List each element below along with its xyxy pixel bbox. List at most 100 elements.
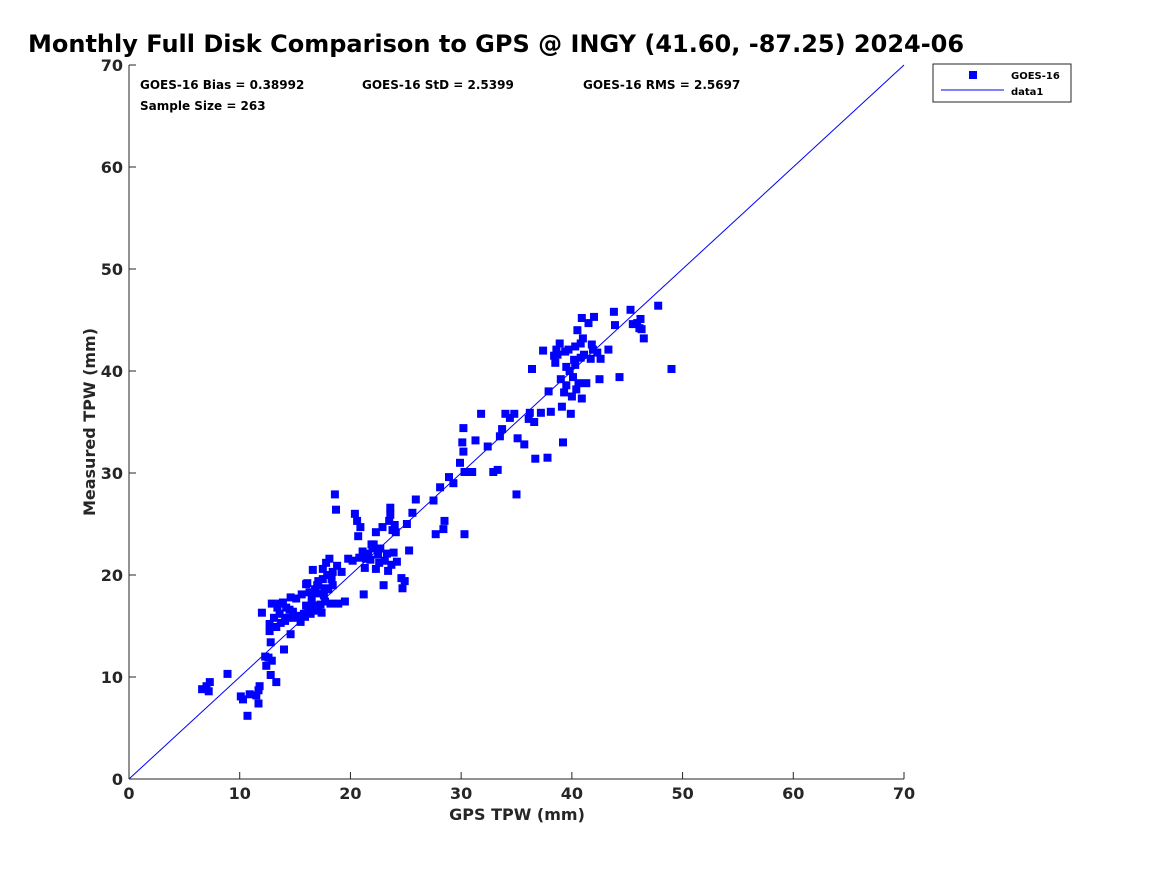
data-point-34 <box>283 613 292 622</box>
data-point-126 <box>431 530 440 539</box>
y-tick-labels: 0 10 20 30 40 50 60 70 <box>101 56 123 789</box>
data-point-56 <box>311 585 319 594</box>
data-point-6 <box>239 695 247 704</box>
data-point-28 <box>275 609 284 618</box>
plot-area <box>128 64 905 780</box>
data-point-63 <box>317 608 326 617</box>
data-point-121 <box>402 520 411 528</box>
data-point-100 <box>371 564 380 573</box>
data-point-53 <box>307 592 316 601</box>
data-point-151 <box>520 440 529 449</box>
data-point-187 <box>577 314 586 322</box>
data-point-209 <box>637 325 646 334</box>
data-point-18 <box>267 656 276 665</box>
chart-title: Monthly Full Disk Comparison to GPS @ IN… <box>28 30 964 58</box>
data-point-75 <box>328 567 337 576</box>
data-point-190 <box>580 350 588 359</box>
data-point-172 <box>562 362 571 371</box>
data-point-196 <box>590 312 598 321</box>
data-point-2 <box>205 678 214 687</box>
stat-rms: GOES-16 RMS = 2.5697 <box>583 78 740 92</box>
x-tick-label-20: 20 <box>339 784 361 803</box>
data-point-89 <box>356 523 365 532</box>
data-point-60 <box>314 577 323 586</box>
data-point-129 <box>440 516 449 525</box>
data-point-95 <box>366 555 375 564</box>
data-point-101 <box>374 550 383 559</box>
data-point-205 <box>628 320 637 329</box>
data-point-102 <box>375 558 384 567</box>
data-point-202 <box>611 321 619 330</box>
x-tick-label-60: 60 <box>782 784 804 803</box>
data-point-147 <box>505 413 514 422</box>
data-point-0 <box>198 685 207 694</box>
data-point-188 <box>577 394 586 403</box>
x-tick-label-0: 0 <box>123 784 134 803</box>
data-point-203 <box>615 373 624 382</box>
data-point-49 <box>304 604 313 613</box>
data-point-208 <box>636 315 645 323</box>
data-point-66 <box>319 591 328 600</box>
data-point-77 <box>330 490 339 499</box>
data-point-212 <box>667 365 676 373</box>
data-point-115 <box>390 521 399 529</box>
data-point-21 <box>265 620 274 628</box>
data-point-81 <box>337 567 346 576</box>
data-point-143 <box>493 465 502 474</box>
data-point-8 <box>245 690 254 699</box>
data-point-136 <box>460 468 469 476</box>
data-point-68 <box>321 597 329 606</box>
data-point-82 <box>340 597 349 606</box>
legend-label-data1: data1 <box>1011 87 1043 98</box>
data-point-83 <box>344 554 353 563</box>
data-point-78 <box>332 505 340 514</box>
data-point-65 <box>318 575 327 584</box>
x-tick-labels: 0 10 20 30 40 50 60 70 <box>123 784 915 803</box>
data-point-76 <box>328 581 337 590</box>
data-point-169 <box>559 438 567 447</box>
stat-std: GOES-16 StD = 2.5399 <box>362 78 514 92</box>
data-point-122 <box>405 546 414 555</box>
data-point-40 <box>292 594 301 603</box>
data-point-164 <box>552 345 561 354</box>
data-point-99 <box>371 528 380 537</box>
data-point-13 <box>257 608 266 617</box>
data-point-204 <box>626 305 635 314</box>
series-goes16-markers <box>198 301 676 720</box>
data-point-25 <box>272 623 281 631</box>
reference-line-data1 <box>128 64 905 780</box>
data-point-156 <box>531 454 540 463</box>
data-point-189 <box>578 334 587 343</box>
data-point-12 <box>254 699 263 708</box>
data-point-70 <box>323 571 332 579</box>
x-tick-label-50: 50 <box>671 784 693 803</box>
data-point-181 <box>571 360 580 369</box>
data-point-58 <box>313 581 322 590</box>
data-point-158 <box>539 346 548 355</box>
x-axis-label: GPS TPW (mm) <box>449 805 585 824</box>
y-tick-label-10: 10 <box>101 668 123 687</box>
data-point-94 <box>364 549 373 558</box>
data-point-180 <box>571 342 580 351</box>
y-tick-label-50: 50 <box>101 260 123 279</box>
data-point-125 <box>429 496 438 505</box>
x-tick-label-30: 30 <box>450 784 472 803</box>
data-point-174 <box>564 345 573 354</box>
data-point-20 <box>265 627 274 636</box>
data-point-170 <box>560 388 569 397</box>
data-point-22 <box>267 599 276 608</box>
data-point-114 <box>389 548 398 557</box>
data-point-173 <box>562 381 571 390</box>
data-point-140 <box>477 409 486 418</box>
data-point-145 <box>498 425 507 434</box>
y-tick-label-20: 20 <box>101 566 123 585</box>
legend: GOES-16 data1 <box>932 63 1072 103</box>
data-point-93 <box>361 554 370 563</box>
data-point-104 <box>378 523 387 532</box>
data-point-138 <box>468 468 477 476</box>
x-tick-label-40: 40 <box>561 784 583 803</box>
data-point-48 <box>303 579 312 588</box>
data-point-142 <box>489 468 498 476</box>
x-tick-label-10: 10 <box>229 784 251 803</box>
